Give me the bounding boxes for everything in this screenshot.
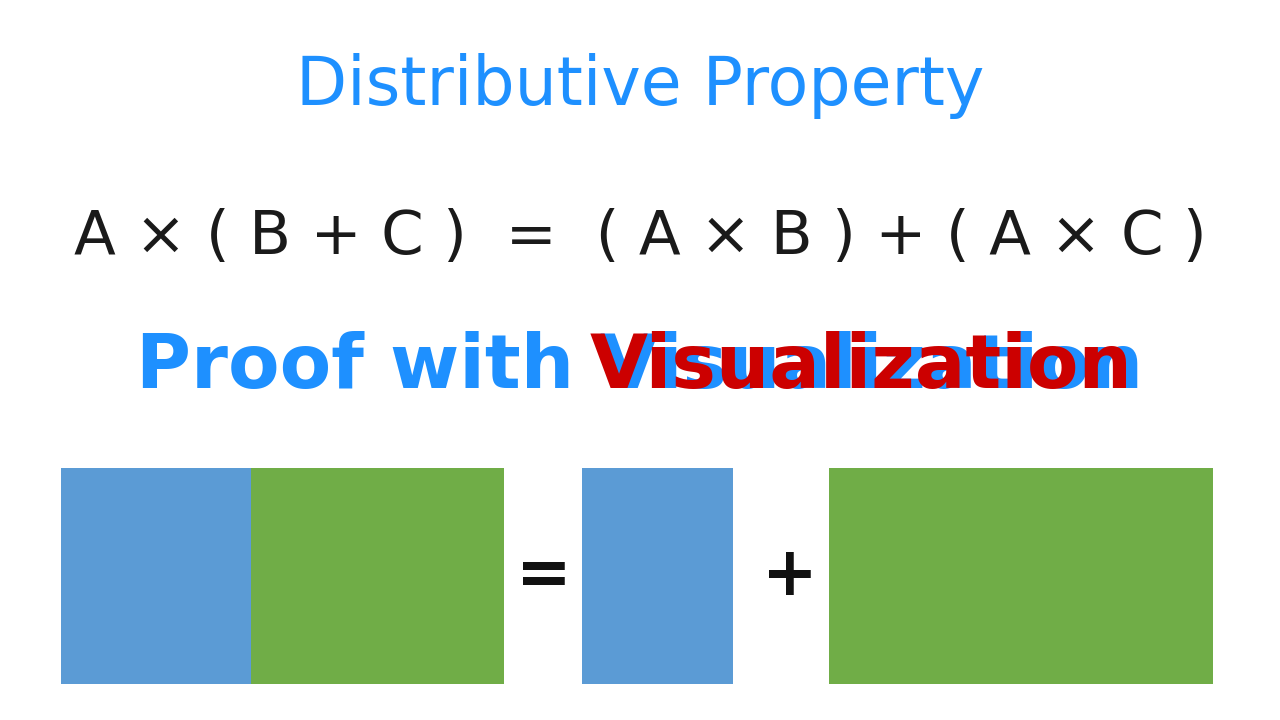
Text: +: +: [762, 543, 818, 609]
Text: A × ( B + C )  =  ( A × B ) + ( A × C ): A × ( B + C ) = ( A × B ) + ( A × C ): [74, 208, 1206, 267]
Text: =: =: [516, 543, 572, 609]
Bar: [61, 468, 251, 684]
Text: Proof with Visualization: Proof with Visualization: [137, 330, 1143, 404]
Bar: [251, 468, 504, 684]
Bar: [829, 468, 1213, 684]
Text: Visualization: Visualization: [589, 330, 1132, 404]
Bar: [582, 468, 733, 684]
Text: Distributive Property: Distributive Property: [296, 53, 984, 120]
